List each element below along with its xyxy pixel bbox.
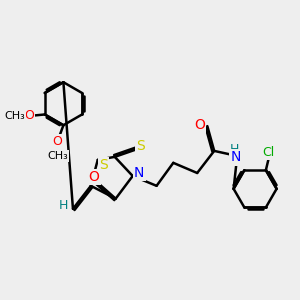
Text: H: H bbox=[230, 143, 239, 156]
Text: S: S bbox=[136, 140, 145, 153]
Text: N: N bbox=[230, 151, 241, 164]
Text: O: O bbox=[52, 135, 62, 148]
Text: H: H bbox=[59, 199, 68, 212]
Text: O: O bbox=[194, 118, 205, 132]
Text: N: N bbox=[134, 166, 144, 180]
Text: Cl: Cl bbox=[263, 146, 275, 159]
Text: CH₃: CH₃ bbox=[47, 151, 68, 161]
Text: CH₃: CH₃ bbox=[4, 111, 25, 121]
Text: O: O bbox=[24, 110, 34, 122]
Text: S: S bbox=[99, 158, 107, 172]
Text: O: O bbox=[89, 170, 100, 184]
